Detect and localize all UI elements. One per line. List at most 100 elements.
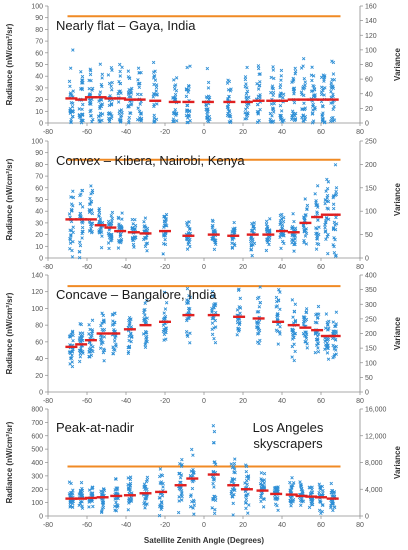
scatter-point bbox=[329, 119, 333, 124]
scatter-point bbox=[258, 285, 262, 289]
x-tick-label: -20 bbox=[160, 398, 170, 405]
scatter-point bbox=[126, 476, 130, 480]
scatter-point bbox=[321, 488, 325, 493]
scatter-point bbox=[243, 77, 248, 82]
scatter-point bbox=[142, 501, 146, 506]
scatter-point bbox=[271, 65, 275, 69]
scatter-point bbox=[101, 350, 106, 355]
scatter-point bbox=[212, 441, 216, 445]
scatter-point bbox=[158, 504, 162, 509]
scatter-point bbox=[117, 226, 122, 231]
y-tick-label: 0 bbox=[39, 121, 43, 128]
scatter-point bbox=[333, 324, 338, 328]
y2-tick-label: 60 bbox=[365, 77, 373, 84]
scatter-point bbox=[81, 118, 85, 123]
x-tick-label: 40 bbox=[278, 522, 286, 529]
scatter-point bbox=[314, 231, 318, 236]
scatter-point bbox=[267, 242, 271, 247]
scatter-point bbox=[310, 121, 315, 125]
scatter-point bbox=[87, 323, 91, 327]
scatter-point bbox=[184, 329, 189, 334]
scatter-point bbox=[279, 216, 284, 221]
scatter-point bbox=[291, 481, 296, 485]
scatter-point bbox=[68, 500, 72, 504]
scatter-point bbox=[326, 180, 331, 184]
scatter-point bbox=[172, 110, 176, 115]
x-tick-label: -20 bbox=[160, 264, 170, 271]
scatter-point bbox=[69, 219, 74, 224]
y2-tick-label: 100 bbox=[365, 47, 377, 54]
scatter-point bbox=[212, 336, 216, 341]
scatter-point bbox=[305, 207, 309, 212]
scatter-point bbox=[232, 220, 236, 225]
scatter-point bbox=[279, 74, 284, 78]
scatter-point bbox=[114, 477, 118, 481]
scatter-point bbox=[90, 329, 95, 334]
scatter-point bbox=[290, 476, 294, 480]
scatter-point bbox=[108, 94, 112, 98]
scatter-point bbox=[301, 322, 306, 326]
scatter-point bbox=[111, 345, 115, 349]
scatter-point bbox=[87, 350, 91, 354]
scatter-point bbox=[314, 247, 319, 251]
scatter-point bbox=[232, 461, 237, 466]
chart-panel: -80 -60 -40 -20 0 20 40 60 800100200300400500600… bbox=[5, 407, 402, 530]
scatter-point bbox=[213, 340, 218, 345]
scatter-point bbox=[70, 114, 75, 119]
scatter-point bbox=[326, 232, 330, 237]
scatter-point bbox=[319, 75, 324, 80]
scatter-point bbox=[321, 73, 326, 77]
scatter-point bbox=[99, 227, 103, 231]
scatter-point bbox=[80, 506, 85, 510]
scatter-point bbox=[334, 253, 338, 258]
scatter-point bbox=[261, 497, 266, 501]
scatter-point bbox=[171, 119, 175, 124]
scatter-point bbox=[260, 486, 264, 490]
scatter-point bbox=[102, 348, 107, 353]
scatter-point bbox=[225, 105, 230, 110]
scatter-point bbox=[161, 252, 165, 256]
scatter-point bbox=[230, 236, 235, 241]
mean-series bbox=[65, 313, 341, 349]
scatter-point bbox=[293, 233, 297, 238]
scatter-point bbox=[313, 350, 318, 355]
scatter-point bbox=[188, 331, 192, 335]
scatter-point bbox=[244, 82, 248, 86]
scatter-point bbox=[292, 358, 296, 363]
scatter-point bbox=[274, 485, 279, 490]
scatter-point bbox=[211, 237, 216, 241]
y2-tick-label: 100 bbox=[365, 360, 377, 367]
scatter-point bbox=[293, 320, 298, 324]
scatter-point bbox=[331, 107, 335, 112]
scatter-point bbox=[178, 462, 182, 466]
scatter-point bbox=[100, 492, 104, 496]
scatter-point bbox=[314, 313, 318, 317]
scatter-point bbox=[281, 120, 285, 124]
scatter-point bbox=[127, 115, 131, 120]
y2-tick-label: 100 bbox=[365, 209, 377, 216]
scatter-point bbox=[154, 85, 159, 90]
scatter-point bbox=[304, 242, 309, 246]
y-tick-label: 30 bbox=[35, 220, 43, 227]
scatter-point bbox=[271, 107, 276, 111]
scatter-point bbox=[292, 310, 297, 314]
scatter-point bbox=[334, 186, 339, 190]
scatter-point bbox=[250, 229, 254, 233]
scatter-point bbox=[69, 117, 73, 122]
scatter-point bbox=[331, 202, 336, 206]
scatter-point bbox=[163, 237, 167, 242]
scatter-point bbox=[238, 296, 243, 301]
scatter-point bbox=[276, 496, 280, 500]
scatter-point bbox=[163, 307, 168, 311]
x-tick-label: 60 bbox=[317, 129, 325, 136]
scatter-point bbox=[190, 486, 195, 491]
scatter-point bbox=[232, 488, 236, 492]
scatter-point bbox=[323, 219, 328, 223]
scatter-point bbox=[90, 88, 94, 92]
x-tick-label: -20 bbox=[160, 522, 170, 529]
scatter-point bbox=[173, 92, 178, 97]
x-tick-label: -40 bbox=[121, 522, 131, 529]
scatter-point bbox=[78, 489, 83, 493]
scatter-point bbox=[326, 323, 330, 327]
scatter-point bbox=[87, 488, 92, 492]
